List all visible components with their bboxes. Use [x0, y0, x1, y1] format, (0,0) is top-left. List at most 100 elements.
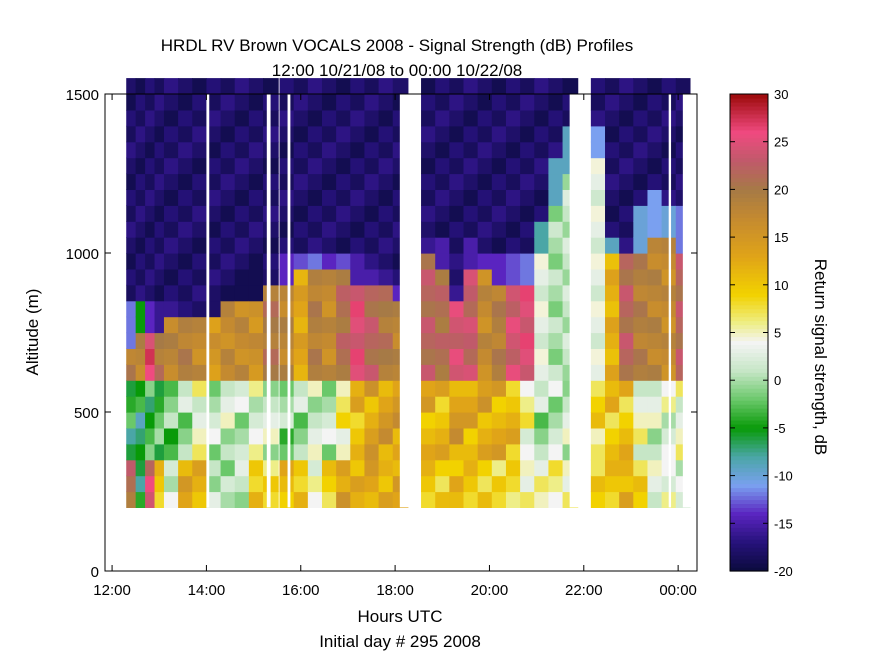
heatmap-cell: [293, 316, 309, 334]
heatmap-cell: [590, 221, 606, 238]
heatmap-cell: [421, 221, 436, 238]
heatmap-cell: [421, 94, 436, 111]
heatmap-cell: [590, 443, 606, 461]
heatmap-cell: [248, 332, 264, 349]
colorbar-swatch: [730, 559, 768, 564]
heatmap-cell: [163, 459, 179, 477]
heatmap-cell: [520, 237, 535, 254]
heatmap-cell: [619, 348, 634, 365]
heatmap-cell: [220, 427, 236, 445]
heatmap-cell: [605, 316, 620, 334]
heatmap-cell: [491, 237, 507, 254]
heatmap-cell: [534, 284, 550, 302]
heatmap-cell: [321, 396, 337, 413]
heatmap-cell: [435, 205, 450, 222]
x-tick-label: 14:00: [188, 582, 226, 599]
heatmap-cell: [336, 443, 351, 461]
heatmap-cell: [421, 380, 436, 397]
heatmap-cell: [435, 364, 450, 381]
heatmap-cell: [378, 253, 394, 270]
heatmap-cell: [378, 316, 394, 334]
colorbar-swatch: [730, 368, 768, 373]
heatmap-cell: [135, 141, 146, 159]
heatmap-cell: [619, 173, 634, 190]
heatmap-cell: [307, 491, 323, 508]
colorbar-swatch: [730, 253, 768, 258]
colorbar-swatch: [730, 567, 768, 572]
heatmap-cell: [248, 491, 264, 508]
heatmap-cell: [154, 268, 165, 286]
heatmap-cell: [206, 221, 222, 238]
heatmap-cell: [491, 221, 507, 238]
heatmap-cell: [647, 284, 663, 302]
heatmap-cell: [279, 221, 295, 238]
colorbar-swatch: [730, 312, 768, 318]
heatmap-cell: [263, 316, 279, 334]
heatmap-cell: [364, 221, 380, 238]
heatmap-cell: [336, 348, 351, 365]
heatmap-cell: [463, 348, 479, 365]
heatmap-cell: [633, 189, 649, 206]
heatmap-cell: [647, 364, 663, 381]
heatmap-cell: [435, 332, 450, 349]
heatmap-cell: [192, 268, 208, 286]
colorbar-swatch: [730, 209, 768, 214]
heatmap-cell: [307, 109, 323, 127]
heatmap-cell: [135, 332, 146, 349]
heatmap-cell: [279, 125, 295, 143]
heatmap-cell: [605, 109, 620, 127]
heatmap-cell: [520, 427, 535, 445]
heatmap-cell: [548, 109, 564, 127]
heatmap-cell: [605, 332, 620, 349]
heatmap-cell: [675, 78, 691, 95]
heatmap-cell: [248, 253, 264, 270]
colorbar-tick-label: -20: [774, 564, 793, 579]
heatmap-cell: [590, 380, 606, 397]
heatmap-cell: [336, 396, 351, 413]
heatmap-cell: [435, 189, 450, 206]
heatmap-cell: [505, 284, 521, 302]
heatmap-cell: [520, 189, 535, 206]
heatmap-cell: [145, 284, 156, 302]
heatmap-cell: [279, 141, 295, 159]
heatmap-cell: [590, 332, 606, 349]
heatmap-cell: [279, 348, 295, 365]
heatmap-cell: [534, 205, 550, 222]
colorbar-swatch: [730, 455, 768, 461]
heatmap-cell: [619, 316, 634, 334]
heatmap-cell: [534, 427, 550, 445]
heatmap-cell: [206, 491, 222, 508]
colorbar-swatch: [730, 487, 768, 493]
heatmap-cell: [548, 348, 564, 365]
heatmap-cell: [279, 475, 295, 493]
heatmap-cell: [491, 189, 507, 206]
heatmap-cell: [263, 443, 279, 461]
heatmap-cell: [220, 173, 236, 190]
heatmap-cell: [449, 205, 465, 222]
colorbar-swatch: [730, 463, 768, 469]
heatmap-cell: [248, 237, 264, 254]
heatmap-cell: [293, 221, 309, 238]
heatmap-cell: [135, 221, 146, 238]
heatmap-cell: [145, 253, 156, 270]
heatmap-cell: [293, 157, 309, 175]
heatmap-cell: [633, 173, 649, 190]
colorbar-swatch: [730, 507, 768, 512]
heatmap-cell: [248, 109, 264, 127]
heatmap-cell: [279, 173, 295, 190]
heatmap-cell: [248, 427, 264, 445]
heatmap-cell: [647, 300, 663, 318]
heatmap-cell: [350, 443, 366, 461]
heatmap-cell: [163, 316, 179, 334]
heatmap-cell: [491, 475, 507, 493]
heatmap-cell: [126, 300, 137, 318]
heatmap-cell: [248, 443, 264, 461]
heatmap-cell: [206, 268, 222, 286]
heatmap-cell: [220, 94, 236, 111]
heatmap-cell: [192, 427, 208, 445]
heatmap-cell: [336, 380, 351, 397]
heatmap-cell: [293, 427, 309, 445]
heatmap-cell: [234, 221, 250, 238]
heatmap-cell: [619, 78, 634, 95]
heatmap-cell: [293, 491, 309, 508]
